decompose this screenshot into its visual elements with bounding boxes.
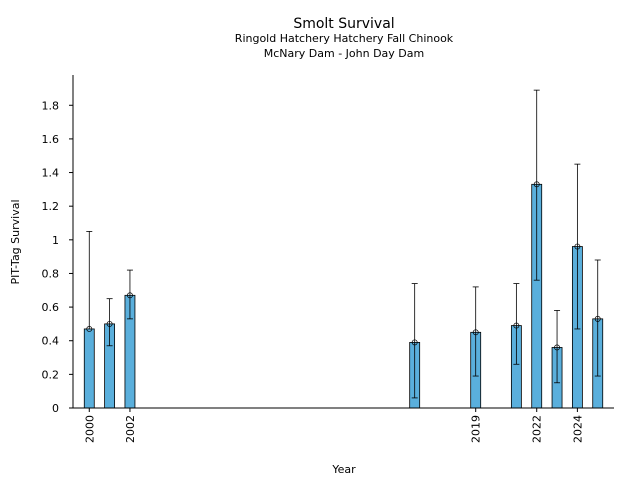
- x-axis: 2000 2002 2019 2022 2024: [73, 407, 614, 443]
- x-tick-label: 2022: [531, 415, 544, 443]
- y-tick-label: 1.2: [42, 200, 60, 213]
- point-marker-2024: [574, 243, 581, 250]
- point-marker-2016: [411, 339, 418, 346]
- point-marker-2025: [594, 315, 601, 322]
- y-tick-label: 0.6: [42, 301, 60, 314]
- x-tick-label: 2000: [83, 415, 96, 443]
- y-axis-label: PIT-Tag Survival: [9, 199, 22, 284]
- point-marker-2000: [86, 326, 93, 332]
- point-marker-2022: [533, 181, 540, 188]
- y-axis: 0 0.2 0.4 0.6 0.8 1 1.2 1.4 1.6 1.8: [42, 75, 74, 415]
- x-tick-label: 2002: [124, 415, 137, 443]
- y-tick-label: 1: [52, 234, 59, 247]
- chart-subtitle-line-2: McNary Dam - John Day Dam: [264, 47, 424, 60]
- y-tick-label: 0.4: [42, 335, 60, 348]
- y-tick-label: 0.2: [42, 368, 60, 381]
- y-tick-label: 1.4: [42, 167, 60, 180]
- y-tick-label: 0.8: [42, 267, 60, 280]
- chart-subtitle-line-1: Ringold Hatchery Hatchery Fall Chinook: [235, 32, 454, 45]
- y-tick-label: 1.8: [42, 99, 60, 112]
- x-axis-label: Year: [331, 463, 356, 476]
- bar-2000: [83, 328, 95, 409]
- point-marker-2021: [513, 322, 520, 329]
- point-marker-2023: [554, 344, 561, 351]
- x-tick-label: 2024: [571, 415, 584, 443]
- y-tick-label: 0: [52, 402, 59, 415]
- point-marker-2001: [106, 320, 113, 327]
- point-marker-2019: [472, 329, 479, 336]
- point-marker-2002: [126, 292, 133, 299]
- x-tick-label: 2019: [470, 415, 483, 443]
- chart-title: Smolt Survival: [293, 16, 394, 32]
- bars-group: [83, 89, 604, 409]
- y-tick-label: 1.6: [42, 133, 60, 146]
